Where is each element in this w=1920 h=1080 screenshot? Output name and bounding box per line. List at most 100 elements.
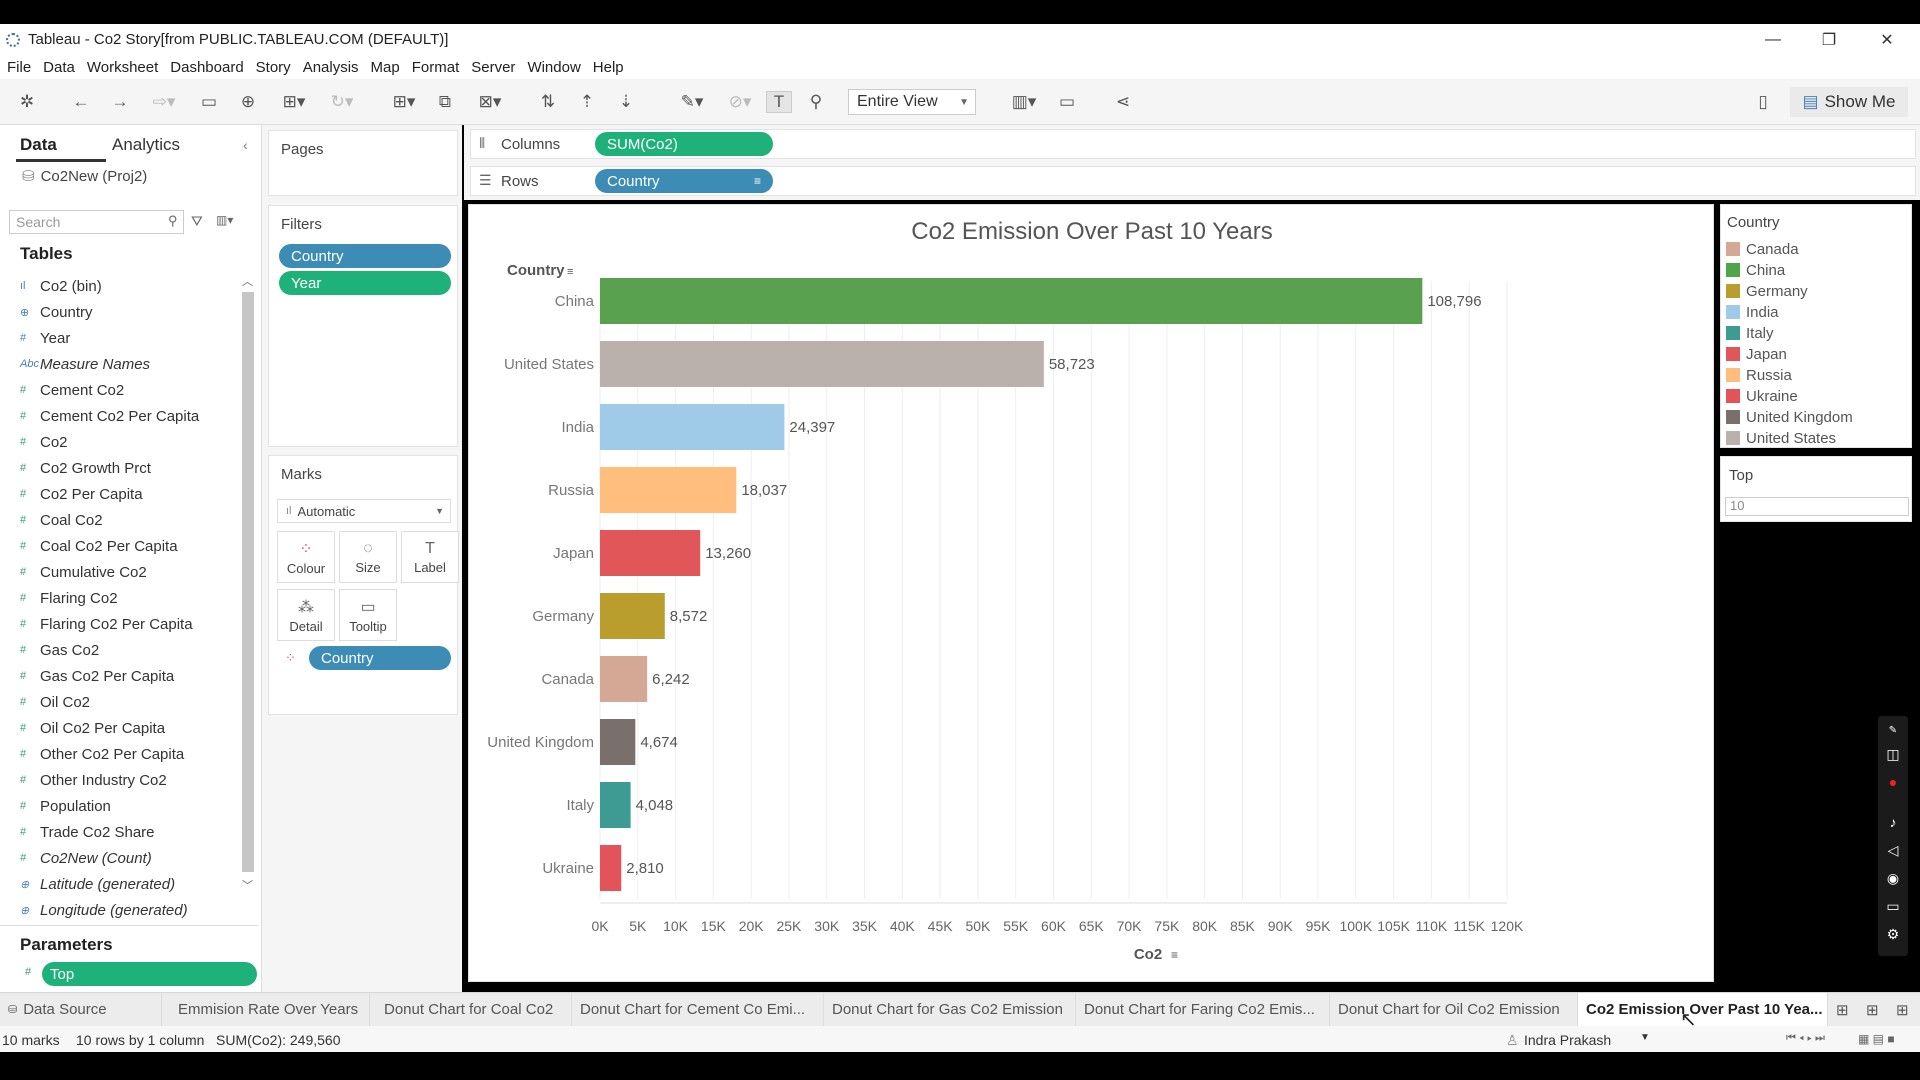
camera-icon[interactable]: ◫ [1886, 745, 1900, 762]
tableau-home-icon[interactable]: ✲ [19, 92, 35, 111]
tab-emission-rate[interactable]: Emmision Rate Over Years [170, 993, 370, 1026]
field-item[interactable]: # Coal Co2 Per Capita [20, 535, 178, 557]
status-user[interactable]: Indra Prakash [1524, 1032, 1612, 1048]
field-item[interactable]: # Population [20, 795, 111, 817]
field-item[interactable]: # Oil Co2 Per Capita [20, 717, 165, 739]
field-scrollbar[interactable]: ︿ ﹀ [240, 276, 256, 892]
filter-pill-country[interactable]: Country [279, 244, 451, 268]
presentation-icon[interactable]: ▭ [1058, 92, 1076, 111]
filter-icon[interactable]: ⛛ [191, 213, 203, 229]
field-item[interactable]: # Flaring Co2 Per Capita [20, 613, 193, 635]
menu-analysis[interactable]: Analysis [302, 58, 359, 76]
field-item[interactable]: # Other Industry Co2 [20, 769, 167, 791]
legend-item[interactable]: India [1726, 302, 1779, 322]
new-datasource-icon[interactable]: ⊕ [240, 92, 256, 111]
tab-donut-coal[interactable]: Donut Chart for Coal Co2 [376, 993, 572, 1026]
minimize-button[interactable]: — [1765, 30, 1781, 48]
detail-button[interactable]: ⁂ Detail [277, 589, 335, 641]
new-dashboard-tab-icon[interactable]: ⊞ [1866, 1001, 1879, 1019]
sheet-navigation-icon[interactable]: ⏮ ◂ ▸ ⏭ [1786, 1032, 1825, 1044]
undo-icon[interactable]: ← [72, 92, 90, 111]
cards-icon[interactable]: ▥▾ [1011, 92, 1037, 111]
tab-donut-gas[interactable]: Donut Chart for Gas Co2 Emission [824, 993, 1076, 1026]
book-icon[interactable]: ▯ [1758, 92, 1768, 111]
menu-window[interactable]: Window [527, 58, 581, 76]
legend-item[interactable]: Germany [1726, 281, 1808, 301]
marks-pill-country[interactable]: Country [309, 646, 451, 670]
legend-item[interactable]: United Kingdom [1726, 407, 1853, 427]
menu-story[interactable]: Story [255, 58, 291, 76]
fit-dropdown[interactable]: Entire View ▼ [848, 89, 976, 115]
scroll-up-icon[interactable]: ︿ [242, 276, 253, 288]
legend-item[interactable]: United States [1726, 428, 1836, 448]
clear-sheet-icon[interactable]: ⊠▾ [478, 92, 502, 111]
tooltip-button[interactable]: ▭ Tooltip [339, 589, 397, 641]
field-item[interactable]: # Cement Co2 [20, 379, 124, 401]
legend-item[interactable]: Italy [1726, 323, 1774, 343]
field-item[interactable]: # Cement Co2 Per Capita [20, 405, 199, 427]
filter-pill-year[interactable]: Year [279, 271, 451, 295]
tab-data-source[interactable]: ⛁ Data Source [0, 993, 162, 1026]
columns-pill-sum-co2[interactable]: SUM(Co2) [595, 132, 773, 156]
colour-button[interactable]: ⁘ Colour [277, 531, 335, 583]
swap-icon[interactable]: ⇅ [540, 92, 556, 111]
redo-icon[interactable]: → [111, 92, 129, 111]
save-icon[interactable]: ▭ [200, 92, 218, 111]
menu-map[interactable]: Map [370, 58, 400, 76]
top-value-input[interactable]: 10 [1725, 497, 1909, 516]
menu-file[interactable]: File [7, 58, 32, 76]
replay-icon[interactable]: ⇨▾ [152, 92, 176, 111]
legend-item[interactable]: Canada [1726, 239, 1799, 259]
record-icon[interactable]: ● [1888, 774, 1898, 790]
webcam-icon[interactable]: ◉ [1886, 869, 1900, 886]
legend-item[interactable]: Ukraine [1726, 386, 1798, 406]
sheet-view-icon[interactable]: ▦ ▤ ■ [1858, 1032, 1895, 1046]
new-worksheet-icon[interactable]: ⊞▾ [392, 92, 416, 111]
field-item[interactable]: ⊕ Country [20, 301, 93, 323]
restore-button[interactable]: ❐ [1821, 31, 1837, 49]
menu-data[interactable]: Data [43, 58, 75, 76]
duplicate-sheet-icon[interactable]: ⧉ [438, 92, 452, 111]
pages-card[interactable]: Pages [268, 130, 458, 196]
sort-descending-icon[interactable]: ⇣ [618, 92, 634, 111]
collapse-panel-icon[interactable]: ‹ [243, 137, 248, 153]
legend-item[interactable]: China [1726, 260, 1785, 280]
field-item[interactable]: ⊕ Latitude (generated) [20, 873, 175, 895]
user-dropdown-icon[interactable]: ▼ [1640, 1032, 1650, 1043]
search-input[interactable]: Search [9, 210, 184, 234]
menu-server[interactable]: Server [471, 58, 516, 76]
menu-worksheet[interactable]: Worksheet [86, 58, 159, 76]
field-item[interactable]: ıl Co2 (bin) [20, 275, 102, 297]
field-item[interactable]: ⊕ Longitude (generated) [20, 899, 188, 921]
field-item[interactable]: # Gas Co2 [20, 639, 99, 661]
field-item[interactable]: # Co2New (Count) [20, 847, 152, 869]
size-button[interactable]: ◌ Size [339, 531, 397, 583]
tab-donut-oil[interactable]: Donut Chart for Oil Co2 Emission [1330, 993, 1578, 1026]
field-item[interactable]: Abc Measure Names [20, 353, 150, 375]
group-icon[interactable]: ⊘▾ [728, 92, 752, 111]
legend-item[interactable]: Russia [1726, 365, 1792, 385]
tab-donut-faring[interactable]: Donut Chart for Faring Co2 Emis... [1076, 993, 1330, 1026]
field-item[interactable]: # Co2 [20, 431, 68, 453]
show-me-button[interactable]: ▤ Show Me [1790, 87, 1908, 117]
tab-data[interactable]: Data [20, 135, 57, 154]
datasource-item[interactable]: ⛁ Co2New (Proj2) [22, 167, 147, 185]
rows-pill-country[interactable]: Country ≡ [595, 169, 773, 193]
label-button[interactable]: T Label [401, 531, 459, 583]
scroll-down-icon[interactable]: ﹀ [242, 880, 253, 892]
pin-icon[interactable]: ✎ [1888, 724, 1898, 736]
menu-help[interactable]: Help [592, 58, 624, 76]
menu-dashboard[interactable]: Dashboard [170, 58, 244, 76]
scroll-thumb[interactable] [242, 292, 254, 872]
mark-type-dropdown[interactable]: ıl Automatic ▼ [277, 499, 451, 523]
field-item[interactable]: # Year [20, 327, 70, 349]
speaker-icon[interactable]: ◁ [1887, 841, 1899, 858]
microphone-icon[interactable]: ♪ [1889, 814, 1897, 830]
new-worksheet-tab-icon[interactable]: ⊞ [1836, 1001, 1849, 1019]
show-labels-icon[interactable]: T [766, 91, 792, 113]
refresh-icon[interactable]: ↻▾ [330, 92, 354, 111]
rows-shelf[interactable]: ☰ Rows Country ≡ [470, 166, 1916, 196]
new-story-tab-icon[interactable]: ⊞ [1896, 1001, 1909, 1019]
legend-item[interactable]: Japan [1726, 344, 1787, 364]
tab-analytics[interactable]: Analytics [112, 135, 181, 154]
